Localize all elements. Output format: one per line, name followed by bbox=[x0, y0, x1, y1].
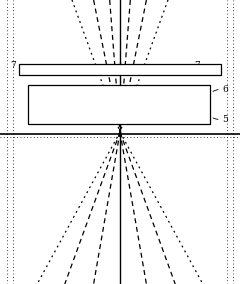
Text: 8: 8 bbox=[44, 98, 50, 107]
Text: 8: 8 bbox=[112, 98, 118, 107]
Text: 6: 6 bbox=[223, 85, 228, 94]
Bar bbox=[28, 85, 210, 124]
Bar bbox=[19, 64, 221, 75]
Text: 5: 5 bbox=[223, 115, 228, 124]
Text: 7: 7 bbox=[10, 61, 16, 70]
Text: 7: 7 bbox=[194, 61, 200, 70]
